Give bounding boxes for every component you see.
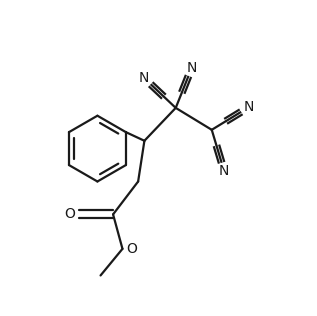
Text: N: N bbox=[139, 71, 150, 85]
Text: N: N bbox=[243, 100, 254, 114]
Text: O: O bbox=[64, 207, 75, 222]
Text: N: N bbox=[187, 61, 197, 75]
Text: N: N bbox=[219, 164, 230, 178]
Text: O: O bbox=[126, 242, 137, 256]
